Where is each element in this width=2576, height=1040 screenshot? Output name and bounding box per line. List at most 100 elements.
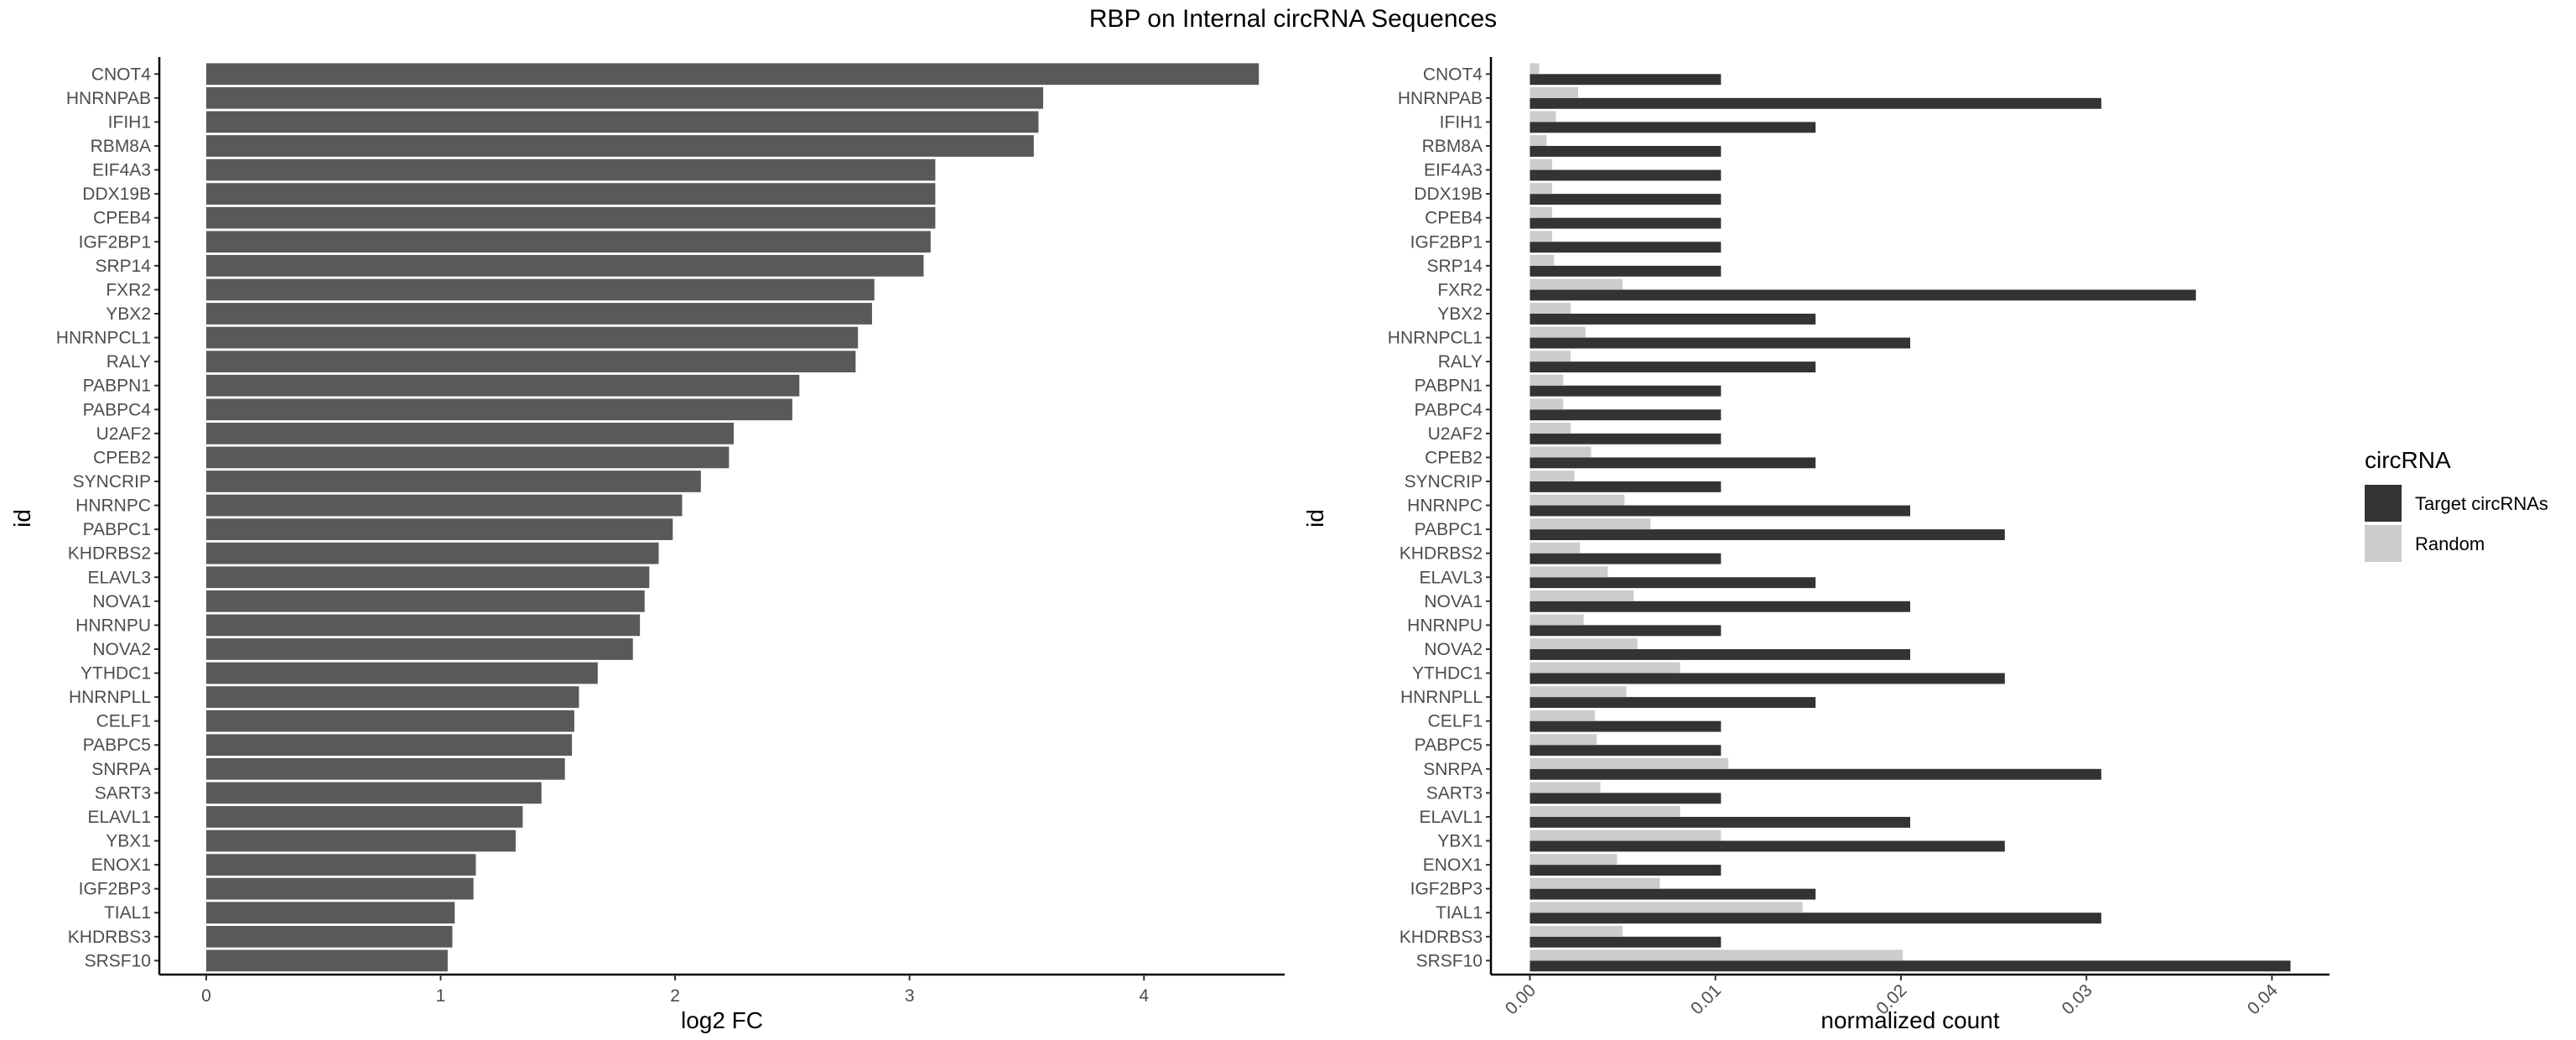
y-tick-label: CNOT4: [1423, 65, 1483, 84]
y-tick-label: NOVA2: [1424, 640, 1483, 659]
random-bar: [1530, 518, 1651, 530]
y-tick-label: HNRNPAB: [1398, 89, 1483, 108]
bar: [205, 542, 659, 564]
target-bar: [1530, 793, 1722, 804]
target-bar: [1530, 960, 2291, 972]
y-tick-label: HNRNPU: [75, 616, 151, 635]
y-tick-label: ENOX1: [1423, 855, 1483, 875]
target-bar: [1530, 97, 2101, 109]
random-bar: [1530, 63, 1540, 75]
y-tick-label: PABPN1: [83, 377, 151, 396]
y-tick-label: IGF2BP3: [1410, 880, 1483, 899]
y-axis-title: id: [1302, 509, 1328, 528]
random-bar: [1530, 471, 1575, 481]
target-bar: [1530, 720, 1722, 732]
target-bar: [1530, 553, 1722, 564]
legend-title: circRNA: [2365, 447, 2451, 473]
target-bar: [1530, 529, 2005, 541]
y-tick-label: KHDRBS3: [68, 928, 151, 947]
y-tick-label: SYNCRIP: [1405, 472, 1483, 491]
y-tick-label: CELF1: [96, 712, 151, 731]
random-bar: [1530, 111, 1556, 122]
target-bar: [1530, 577, 1816, 589]
random-bar: [1530, 183, 1553, 195]
y-tick-label: SRP14: [1426, 257, 1483, 276]
bar: [205, 686, 579, 708]
random-bar: [1530, 877, 1660, 889]
x-tick-label: 0.01: [1687, 980, 1725, 1018]
y-tick-label: U2AF2: [1428, 424, 1483, 444]
bar: [205, 518, 673, 540]
y-tick-label: HNRNPCL1: [56, 329, 151, 348]
y-tick-label: YTHDC1: [1412, 664, 1483, 684]
random-bar: [1530, 303, 1571, 314]
target-bar: [1530, 74, 1722, 86]
random-bar: [1530, 566, 1608, 578]
target-bar: [1530, 768, 2101, 780]
target-bar: [1530, 337, 1910, 349]
bar: [205, 782, 542, 804]
bar: [205, 471, 701, 492]
random-bar: [1530, 422, 1571, 434]
y-tick-label: NOVA2: [92, 640, 151, 659]
bar: [205, 206, 936, 229]
bar: [205, 614, 641, 637]
random-bar: [1530, 494, 1625, 506]
chart-title: RBP on Internal circRNA Sequences: [1089, 5, 1497, 33]
random-bar: [1530, 86, 1578, 98]
bar: [205, 183, 936, 205]
y-tick-label: ENOX1: [91, 855, 151, 875]
target-bar: [1530, 457, 1816, 469]
target-bar: [1530, 242, 1722, 253]
target-bar: [1530, 816, 1910, 828]
random-bar: [1530, 206, 1553, 218]
y-tick-label: FXR2: [106, 280, 151, 299]
y-tick-label: YTHDC1: [80, 664, 151, 684]
bar: [205, 87, 1044, 109]
y-tick-label: PABPC4: [83, 400, 152, 419]
y-tick-label: IGF2BP1: [1410, 232, 1483, 252]
bar: [205, 854, 476, 876]
bar: [205, 806, 523, 828]
legend-swatch-random: [2365, 525, 2402, 562]
y-tick-label: CPEB2: [93, 448, 151, 467]
target-bar: [1530, 289, 2196, 301]
bar: [205, 925, 453, 948]
bar: [205, 902, 455, 924]
random-bar: [1530, 326, 1586, 338]
y-tick-label: RBM8A: [1422, 137, 1483, 156]
y-tick-label: ELAVL3: [1420, 568, 1483, 587]
y-tick-label: CPEB2: [1425, 448, 1483, 467]
random-bar: [1530, 542, 1581, 554]
random-bar: [1530, 446, 1592, 458]
y-tick-label: TIAL1: [104, 903, 151, 923]
random-bar: [1530, 806, 1680, 817]
y-tick-label: PABPC4: [1415, 400, 1483, 419]
bar: [205, 374, 800, 397]
random-bar: [1530, 159, 1553, 170]
random-bar: [1530, 398, 1564, 410]
random-bar: [1530, 925, 1623, 937]
normalized-count-panel: CNOT4 HNRNPAB IFIH1 RBM8A EIF4A3 DDX19B CPEB4 I…: [1302, 57, 2329, 1033]
bar: [205, 757, 565, 780]
y-tick-label: HNRNPC: [75, 497, 151, 516]
bar: [205, 398, 792, 421]
y-tick-label: IFIH1: [108, 112, 151, 132]
random-bar: [1530, 829, 1722, 841]
y-tick-label: FXR2: [1437, 280, 1483, 299]
target-bar: [1530, 361, 1816, 373]
y-tick-label: IFIH1: [1440, 112, 1483, 132]
y-tick-label: YBX2: [106, 304, 151, 324]
y-tick-label: U2AF2: [96, 424, 151, 444]
y-tick-label: EIF4A3: [1424, 161, 1483, 180]
bar: [205, 829, 516, 852]
bar: [205, 877, 474, 900]
legend-label-target: Target circRNAs: [2415, 493, 2548, 514]
y-tick-label: HNRNPLL: [1400, 688, 1483, 707]
bar: [205, 303, 872, 325]
random-bar: [1530, 686, 1627, 698]
y-tick-label: CPEB4: [93, 209, 151, 228]
bar: [205, 159, 936, 181]
y-tick-label: SNRPA: [91, 760, 151, 779]
